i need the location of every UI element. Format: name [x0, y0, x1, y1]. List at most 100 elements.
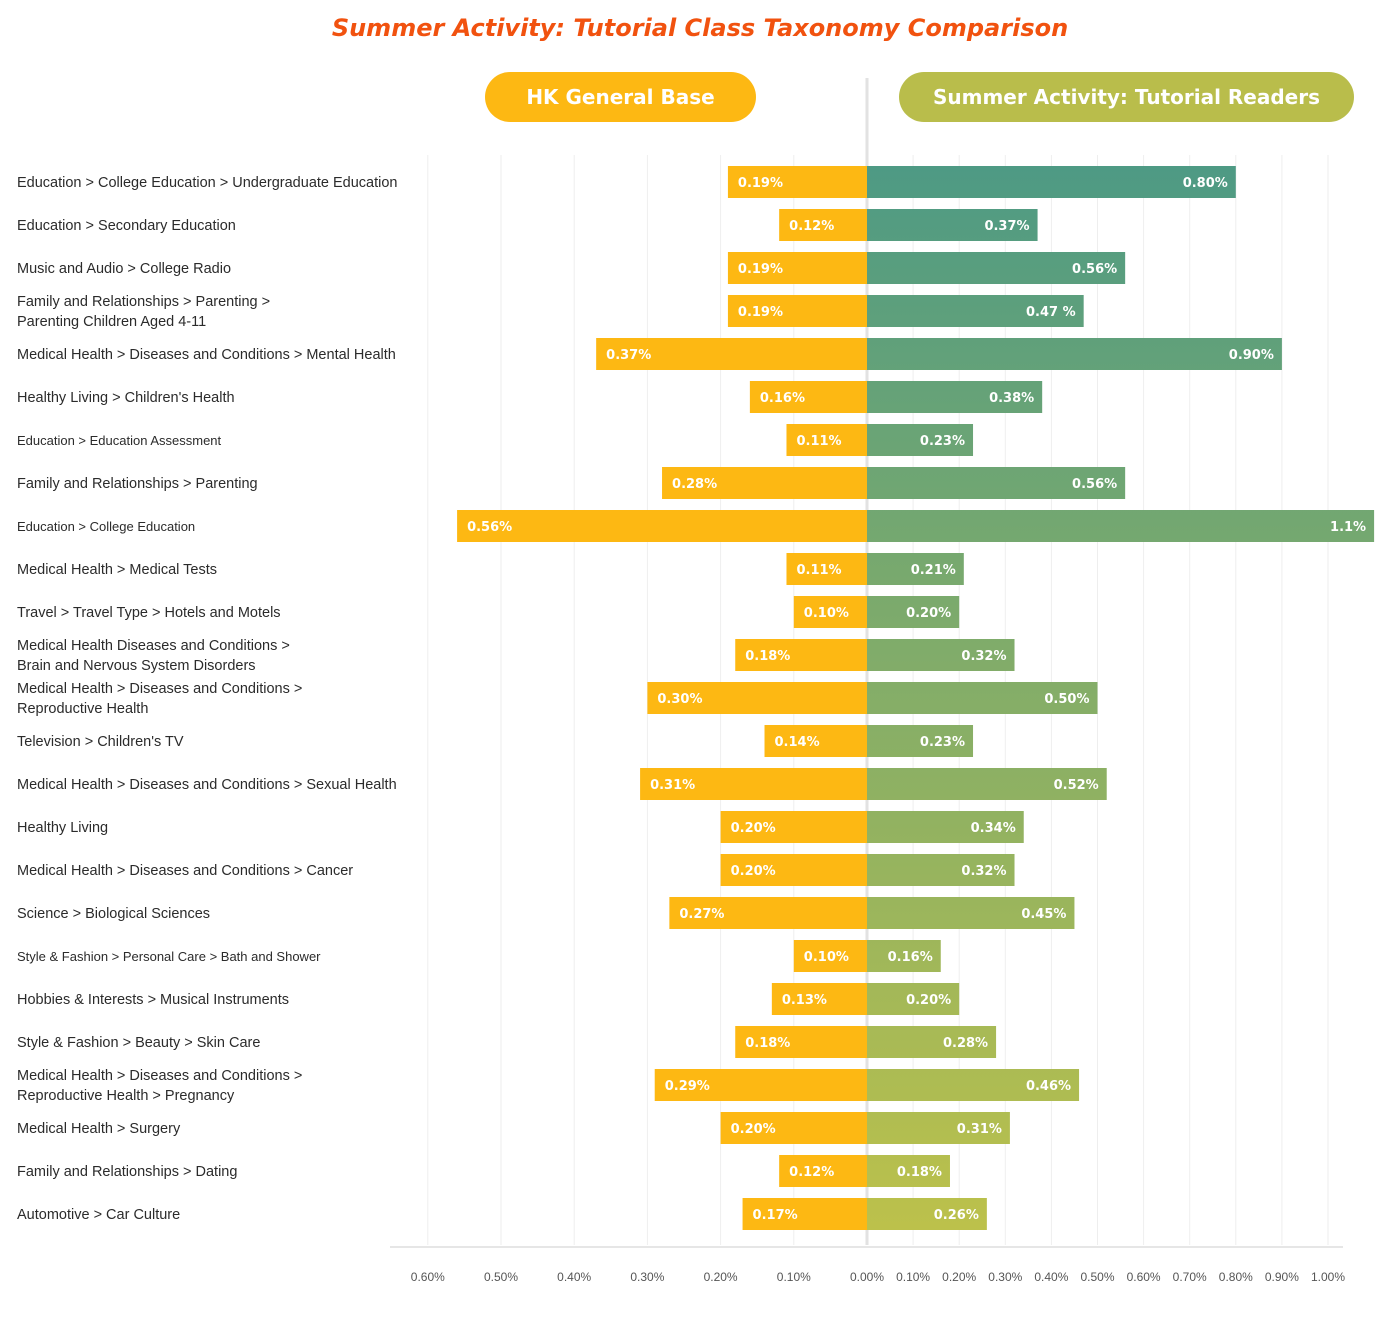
bar-summer-activity-readers — [867, 209, 1038, 241]
x-tick-label: 0.50% — [1080, 1270, 1114, 1284]
data-label-hk-general-base: 0.18% — [745, 649, 790, 664]
bar-hk-general-base — [662, 467, 867, 499]
bar-hk-general-base — [779, 209, 867, 241]
data-label-summer-activity-readers: 0.47 % — [1026, 305, 1076, 320]
x-tick-label: 0.60% — [411, 1270, 445, 1284]
bar-hk-general-base — [793, 596, 867, 628]
bar-hk-general-base — [720, 854, 867, 886]
data-label-hk-general-base: 0.37% — [606, 348, 651, 363]
bar-summer-activity-readers — [867, 1069, 1080, 1101]
category-label: Medical Health > Diseases and Conditions… — [17, 863, 353, 879]
data-label-summer-activity-readers: 0.46% — [1026, 1079, 1071, 1094]
bar-summer-activity-readers — [867, 940, 941, 972]
bar-hk-general-base — [779, 1155, 867, 1187]
x-tick-label: 0.20% — [704, 1270, 738, 1284]
bar-hk-general-base — [764, 725, 867, 757]
data-label-summer-activity-readers: 0.56% — [1072, 262, 1117, 277]
data-label-hk-general-base: 0.10% — [804, 950, 849, 965]
data-label-summer-activity-readers: 0.20% — [906, 606, 951, 621]
data-label-summer-activity-readers: 0.31% — [957, 1122, 1002, 1137]
bar-summer-activity-readers — [867, 553, 964, 585]
bar-hk-general-base — [720, 1112, 867, 1144]
data-label-summer-activity-readers: 0.32% — [961, 649, 1006, 664]
category-label: Medical Health > Diseases and Conditions… — [17, 777, 397, 793]
category-label: Parenting Children Aged 4-11 — [17, 314, 206, 330]
bar-summer-activity-readers — [867, 897, 1075, 929]
x-tick-label: 0.40% — [1034, 1270, 1068, 1284]
category-label: Automotive > Car Culture — [17, 1207, 180, 1223]
data-label-summer-activity-readers: 0.80% — [1183, 176, 1228, 191]
x-tick-label: 0.20% — [942, 1270, 976, 1284]
bar-hk-general-base — [457, 510, 867, 542]
data-label-hk-general-base: 0.11% — [796, 563, 841, 578]
bar-hk-general-base — [749, 381, 867, 413]
data-label-hk-general-base: 0.20% — [731, 864, 776, 879]
bar-summer-activity-readers — [867, 166, 1236, 198]
data-label-summer-activity-readers: 0.45% — [1021, 907, 1066, 922]
data-label-summer-activity-readers: 0.37% — [984, 219, 1029, 234]
bar-summer-activity-readers — [867, 1026, 997, 1058]
bar-hk-general-base — [727, 252, 867, 284]
category-label: Medical Health > Diseases and Conditions… — [17, 681, 302, 697]
data-label-hk-general-base: 0.29% — [665, 1079, 710, 1094]
category-label: Television > Children's TV — [17, 734, 184, 750]
data-label-hk-general-base: 0.20% — [731, 821, 776, 836]
data-label-summer-activity-readers: 0.90% — [1229, 348, 1274, 363]
bar-summer-activity-readers — [867, 510, 1375, 542]
bar-summer-activity-readers — [867, 725, 974, 757]
category-label: Healthy Living > Children's Health — [17, 390, 235, 406]
bar-hk-general-base — [647, 682, 867, 714]
x-tick-label: 1.00% — [1311, 1270, 1345, 1284]
bar-hk-general-base — [771, 983, 867, 1015]
bar-summer-activity-readers — [867, 467, 1126, 499]
data-label-hk-general-base: 0.19% — [738, 176, 783, 191]
category-label: Medical Health > Surgery — [17, 1121, 181, 1137]
category-label: Family and Relationships > Parenting — [17, 476, 258, 492]
category-label: Style & Fashion > Beauty > Skin Care — [17, 1035, 260, 1051]
x-axis: 0.60% 0.50% 0.40% 0.30% 0.20% 0.10% 0.00% 0.10%… — [390, 1246, 1345, 1284]
bar-summer-activity-readers — [867, 1112, 1010, 1144]
bar-summer-activity-readers — [867, 1198, 987, 1230]
category-label: Education > College Education > Undergra… — [17, 175, 398, 191]
data-label-hk-general-base: 0.20% — [731, 1122, 776, 1137]
category-label: Education > Secondary Education — [17, 218, 236, 234]
bar-summer-activity-readers — [867, 768, 1107, 800]
data-label-summer-activity-readers: 0.23% — [920, 735, 965, 750]
bar-hk-general-base — [793, 940, 867, 972]
data-label-summer-activity-readers: 0.38% — [989, 391, 1034, 406]
data-label-hk-general-base: 0.17% — [753, 1208, 798, 1223]
data-label-hk-general-base: 0.14% — [775, 735, 820, 750]
x-tick-label: 0.00% — [850, 1270, 884, 1284]
category-label: Science > Biological Sciences — [17, 906, 210, 922]
bars: 0.19% 0.80% 0.12% 0.37% 0.19% 0.56% 0.19% 0.47 … — [457, 166, 1375, 1230]
bar-hk-general-base — [786, 424, 867, 456]
category-label: Travel > Travel Type > Hotels and Motels — [17, 605, 281, 621]
data-label-hk-general-base: 0.19% — [738, 305, 783, 320]
category-label: Reproductive Health > Pregnancy — [17, 1088, 235, 1104]
data-label-summer-activity-readers: 0.50% — [1044, 692, 1089, 707]
x-tick-label: 0.50% — [484, 1270, 518, 1284]
data-label-summer-activity-readers: 0.23% — [920, 434, 965, 449]
bar-summer-activity-readers — [867, 854, 1015, 886]
data-label-hk-general-base: 0.13% — [782, 993, 827, 1008]
bar-summer-activity-readers — [867, 424, 974, 456]
x-tick-label: 0.30% — [988, 1270, 1022, 1284]
x-tick-label: 0.30% — [630, 1270, 664, 1284]
data-label-hk-general-base: 0.18% — [745, 1036, 790, 1051]
data-label-hk-general-base: 0.28% — [672, 477, 717, 492]
data-label-summer-activity-readers: 0.18% — [897, 1165, 942, 1180]
data-label-hk-general-base: 0.16% — [760, 391, 805, 406]
bar-summer-activity-readers — [867, 338, 1282, 370]
category-label: Family and Relationships > Dating — [17, 1164, 237, 1180]
category-label: Medical Health > Diseases and Conditions… — [17, 1068, 302, 1084]
category-label: Music and Audio > College Radio — [17, 261, 231, 277]
data-label-summer-activity-readers: 0.32% — [961, 864, 1006, 879]
legend-summer-activity-readers: Summer Activity: Tutorial Readers — [899, 72, 1354, 122]
bar-hk-general-base — [596, 338, 867, 370]
data-label-summer-activity-readers: 1.1% — [1330, 520, 1366, 535]
x-tick-label: 0.90% — [1265, 1270, 1299, 1284]
bar-summer-activity-readers — [867, 381, 1043, 413]
data-label-summer-activity-readers: 0.28% — [943, 1036, 988, 1051]
bar-summer-activity-readers — [867, 639, 1015, 671]
